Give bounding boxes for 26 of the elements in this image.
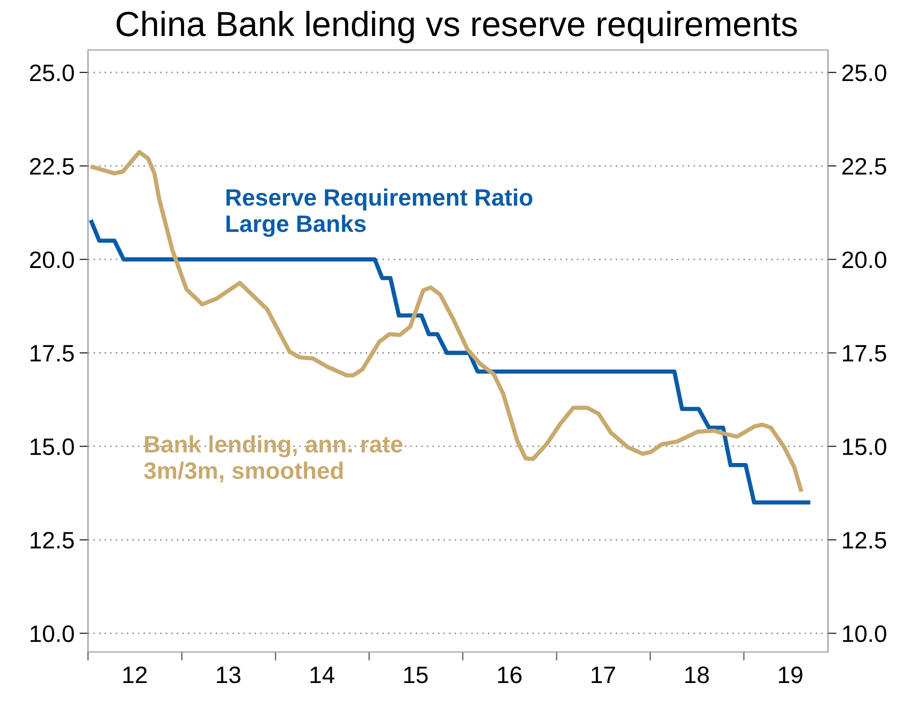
x-tick-label: 14 [310,666,334,683]
y-tick-label: 17.5 [30,345,74,362]
text: Bank lending, ann. rate 3m/3m, smoothed [144,435,402,482]
x-tick-label: 13 [216,666,240,684]
x-tick-label: 16 [498,666,522,684]
y2-tick-label: 20.0 [842,251,886,268]
y-tick-label: 12.5 [30,532,74,549]
y-tick-label: 25.0 [30,64,74,82]
y2-tick-label: 12.5 [842,532,886,549]
x-tick-label: 18 [685,666,709,684]
y2-tick-label: 25.0 [842,64,886,82]
y-tick-label: 22.5 [30,158,74,175]
x-tick-label: 12 [123,666,147,683]
y-tick-label: 20.0 [30,251,74,268]
chart-title: China Bank lending vs reserve requirements [116,10,797,44]
x-tick-label: 15 [404,666,428,684]
x-tick-label: 17 [592,666,615,683]
y-tick-label: 15.0 [30,438,74,456]
y2-tick-label: 10.0 [842,625,886,642]
x-tick-label: 19 [778,666,802,684]
line-series [90,150,803,492]
y-tick-label: 10.0 [30,625,74,642]
series-label: Reserve Requirement Ratio Large Banks [226,188,532,237]
y2-tick-label: 15.0 [842,438,886,456]
y2-tick-label: 22.5 [842,158,886,175]
y2-tick-label: 17.5 [842,345,886,362]
